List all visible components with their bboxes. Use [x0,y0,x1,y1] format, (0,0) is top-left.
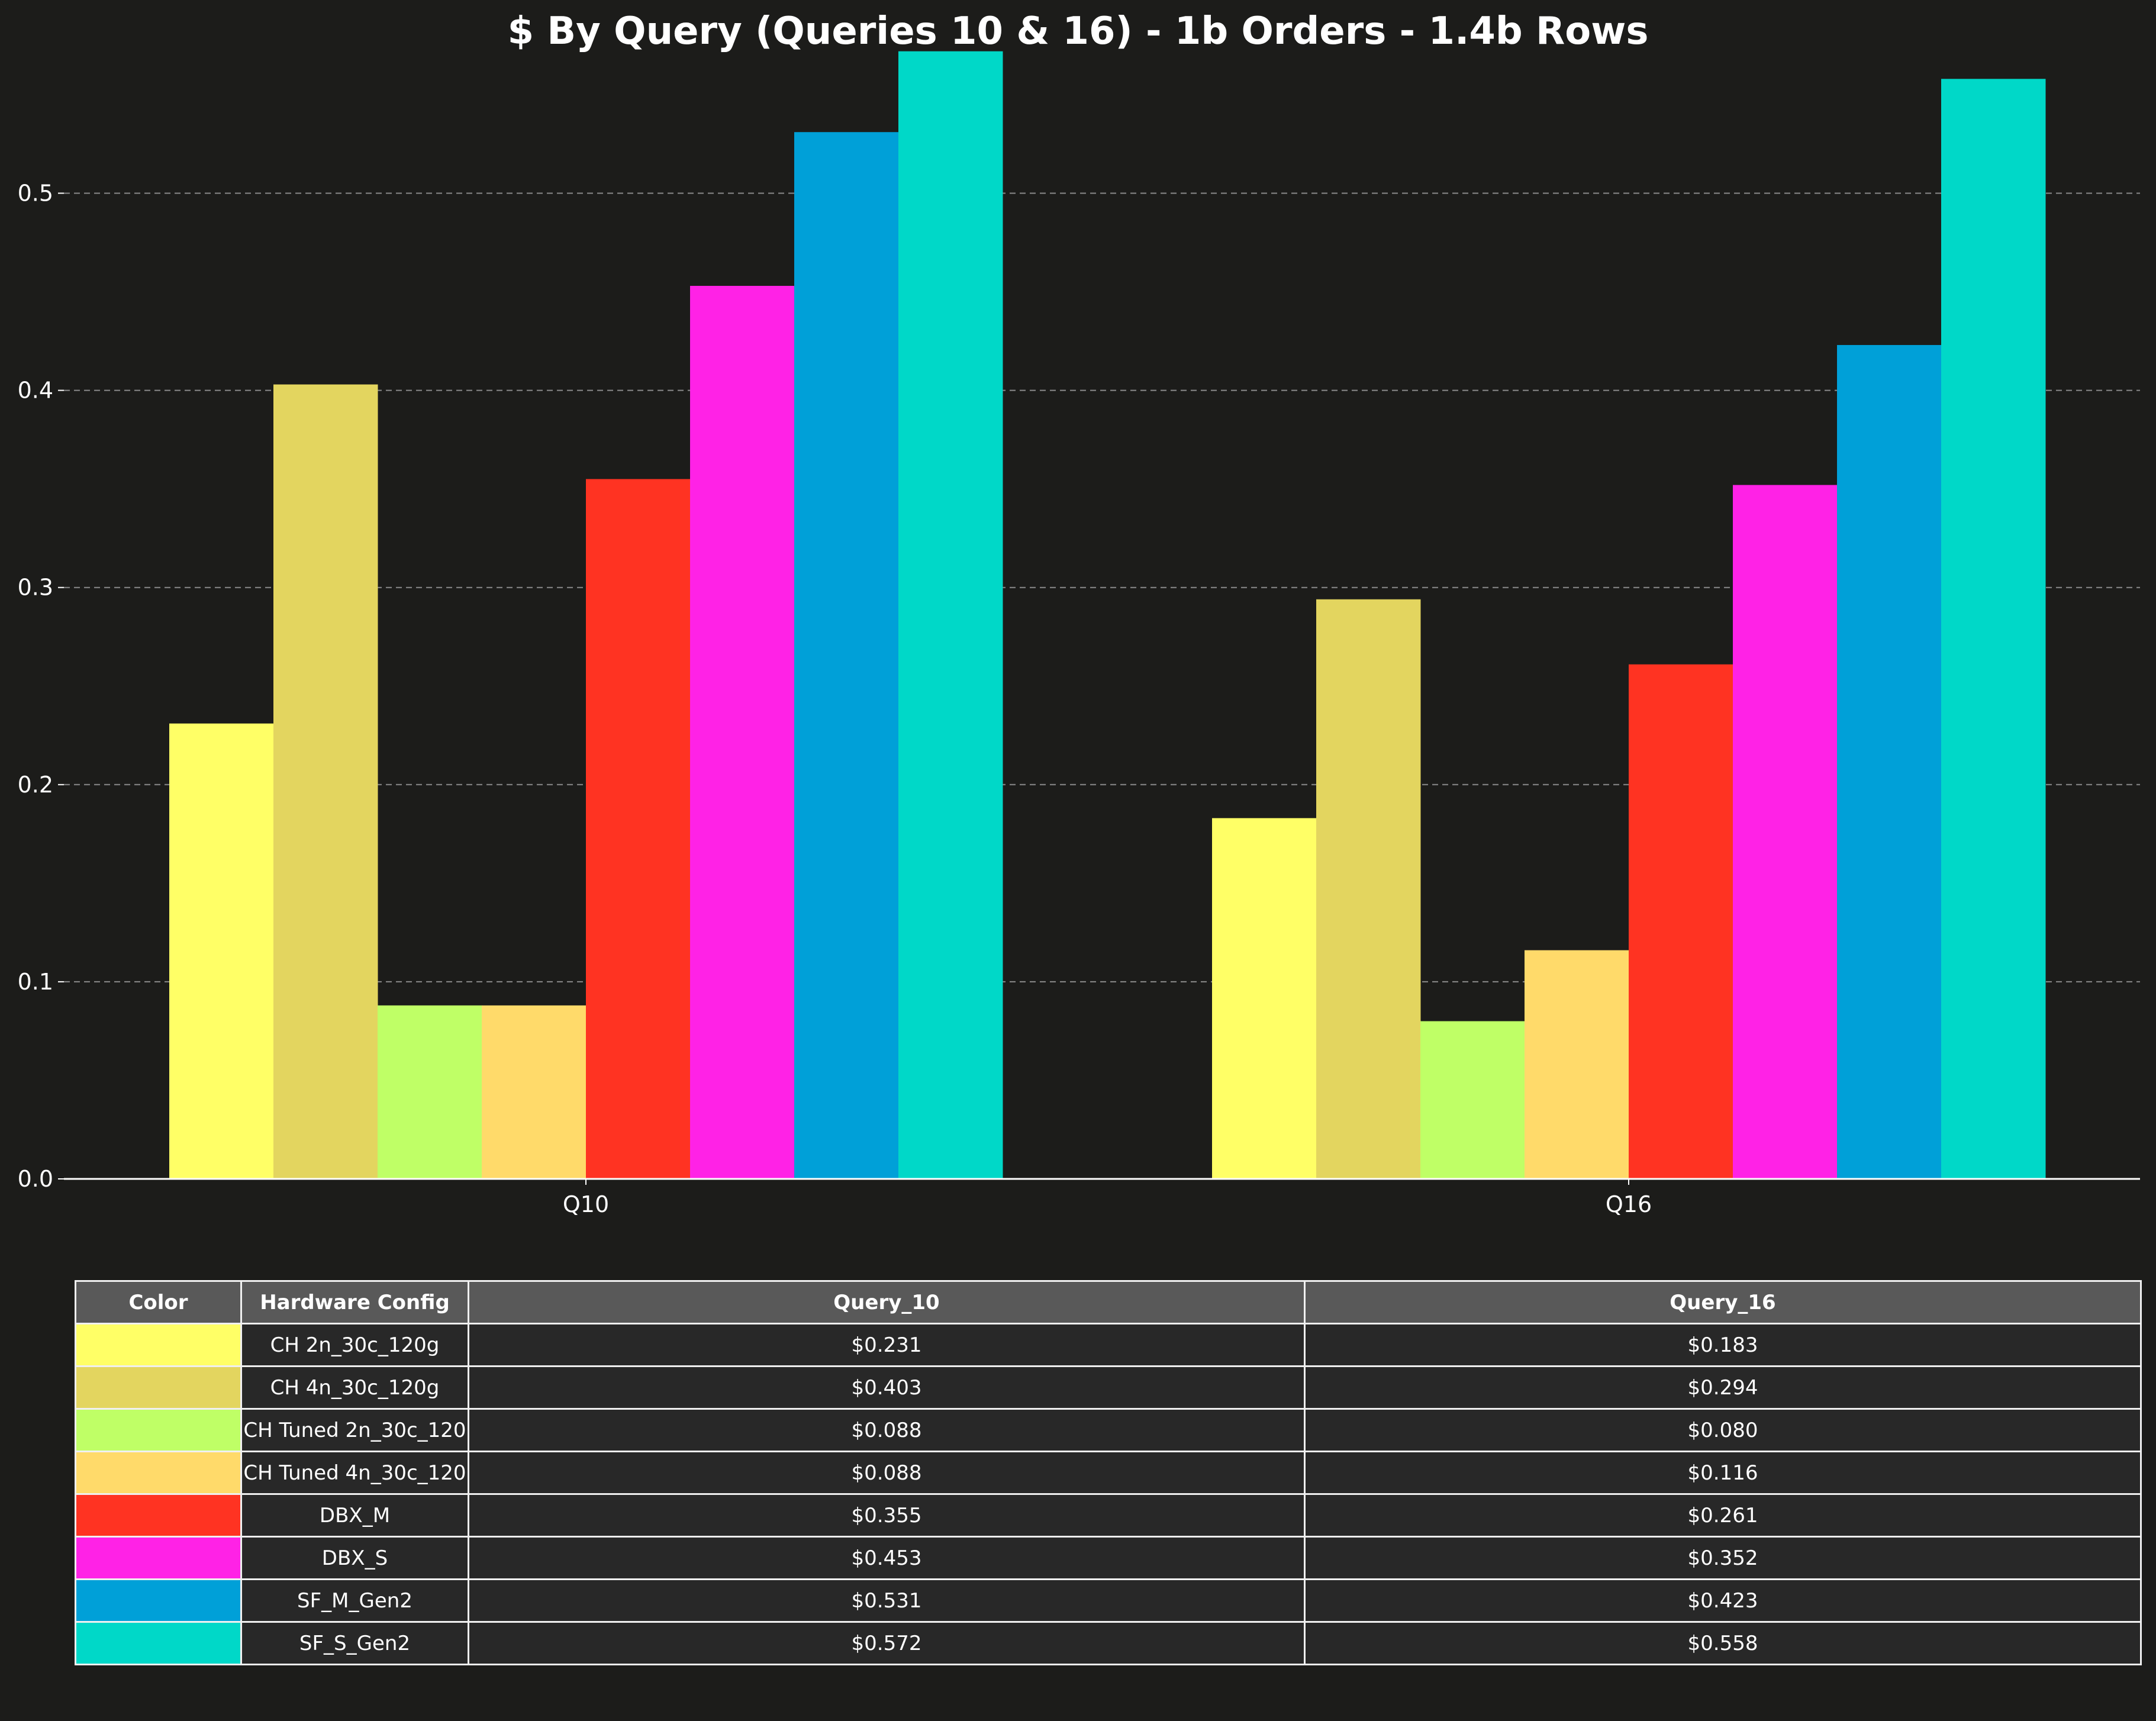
table-header-row: Color Hardware Config Query_10 Query_16 [75,1280,2142,1324]
table-row: SF_M_Gen2 $0.531 $0.423 [75,1578,2142,1623]
color-swatch [75,1408,242,1452]
table-row: CH Tuned 2n_30c_120 $0.088 $0.080 [75,1408,2142,1452]
hardware-config-cell: CH 2n_30c_120g [240,1323,469,1367]
bar-q10-series-7 [898,51,1003,1179]
hardware-config-label: CH 4n_30c_120g [270,1375,440,1400]
x-tick-label-1: Q16 [1606,1191,1652,1217]
query-10-cost: $0.531 [468,1578,1306,1623]
table-header-config: Hardware Config [240,1280,469,1324]
bar-q16-series-7 [1941,79,2046,1179]
query-10-cost: $0.088 [468,1451,1306,1495]
hardware-config-label: CH Tuned 4n_30c_120 [243,1461,466,1485]
query-16-cost: $0.294 [1304,1365,2142,1410]
table-row: DBX_M $0.355 $0.261 [75,1493,2142,1538]
color-swatch [75,1451,242,1495]
color-swatch [75,1493,242,1538]
x-tick-label-0: Q10 [563,1191,609,1217]
bar-chart: 0.0 0.1 0.2 0.3 0.4 0.5 Q10 Q16 [18,51,2140,1217]
hardware-config-cell: SF_S_Gen2 [240,1621,469,1665]
y-tick-label-3: 0.3 [18,575,53,601]
query-16-cost: $0.423 [1304,1578,2142,1623]
hardware-config-cell: DBX_S [240,1536,469,1580]
y-tick-label-4: 0.4 [18,378,53,404]
bar-q16-series-0 [1212,818,1317,1179]
color-swatch [75,1621,242,1665]
table-row: SF_S_Gen2 $0.572 $0.558 [75,1621,2142,1665]
hardware-config-label: SF_M_Gen2 [297,1588,412,1613]
bar-q10-series-2 [378,1005,482,1179]
query-10-cost: $0.231 [468,1323,1306,1367]
query-16-cost: $0.558 [1304,1621,2142,1665]
bar-q10-series-3 [482,1005,586,1179]
table-header-query-10: Query_10 [468,1280,1306,1324]
hardware-config-cell: CH Tuned 2n_30c_120 [240,1408,469,1452]
bar-q16-series-2 [1420,1021,1525,1179]
axes: 0.0 0.1 0.2 0.3 0.4 0.5 Q10 Q16 [18,180,2140,1217]
color-swatch [75,1323,242,1367]
query-16-cost: $0.080 [1304,1408,2142,1452]
y-tick-label-0: 0.0 [18,1166,53,1192]
hardware-config-cell: SF_M_Gen2 [240,1578,469,1623]
table-row: CH 2n_30c_120g $0.231 $0.183 [75,1323,2142,1367]
table-row: CH 4n_30c_120g $0.403 $0.294 [75,1365,2142,1410]
chart-title: $ By Query (Queries 10 & 16) - 1b Orders… [507,9,1649,53]
bar-q10-series-0 [169,723,274,1179]
bar-q10-series-1 [273,384,378,1179]
hardware-config-label: CH 2n_30c_120g [270,1333,440,1357]
y-tick-label-5: 0.5 [18,180,53,206]
bar-q16-series-3 [1525,950,1629,1179]
query-10-cost: $0.403 [468,1365,1306,1410]
y-tick-label-2: 0.2 [18,772,53,798]
query-16-cost: $0.261 [1304,1493,2142,1538]
bar-q16-series-1 [1316,599,1421,1179]
hardware-config-label: SF_S_Gen2 [299,1631,411,1655]
query-10-cost: $0.572 [468,1621,1306,1665]
table-row: DBX_S $0.453 $0.352 [75,1536,2142,1580]
bar-q10-series-5 [690,286,795,1179]
hardware-config-label: DBX_S [321,1546,388,1570]
bar-q16-series-5 [1733,485,1838,1179]
hardware-config-label: CH Tuned 2n_30c_120 [243,1418,466,1442]
bar-q10-series-4 [586,479,691,1179]
hardware-config-cell: CH Tuned 4n_30c_120 [240,1451,469,1495]
table-body: CH 2n_30c_120g $0.231 $0.183 CH 4n_30c_120g… [75,1323,2142,1665]
color-swatch [75,1536,242,1580]
query-10-cost: $0.453 [468,1536,1306,1580]
table-header-color: Color [75,1280,242,1324]
hardware-config-cell: DBX_M [240,1493,469,1538]
hardware-config-label: DBX_M [319,1503,391,1527]
query-16-cost: $0.352 [1304,1536,2142,1580]
query-16-cost: $0.183 [1304,1323,2142,1367]
query-10-cost: $0.355 [468,1493,1306,1538]
bar-q16-series-6 [1837,344,1942,1179]
bar-q10-series-6 [794,132,899,1179]
table-header-query-16: Query_16 [1304,1280,2142,1324]
hardware-config-cell: CH 4n_30c_120g [240,1365,469,1410]
data-table: Color Hardware Config Query_10 Query_16 … [75,1280,2142,1665]
query-16-cost: $0.116 [1304,1451,2142,1495]
y-tick-label-1: 0.1 [18,969,53,995]
bar-q16-series-4 [1629,664,1733,1179]
color-swatch [75,1578,242,1623]
grid-lines [64,192,2140,982]
query-10-cost: $0.088 [468,1408,1306,1452]
color-swatch [75,1365,242,1410]
bar-series [169,51,2046,1179]
table-row: CH Tuned 4n_30c_120 $0.088 $0.116 [75,1451,2142,1495]
